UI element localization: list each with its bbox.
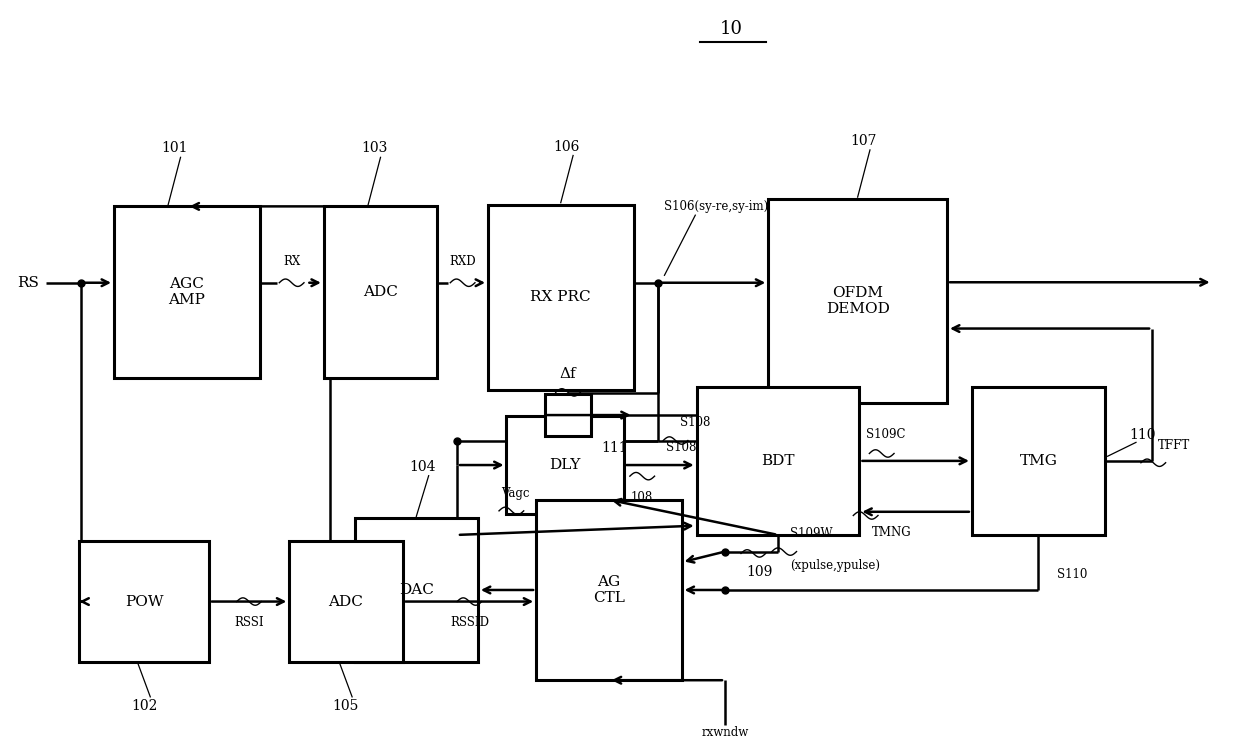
Text: S106(sy-re,sy-im): S106(sy-re,sy-im) [665,201,769,213]
Text: S110: S110 [1056,568,1087,580]
Text: 104: 104 [409,460,435,474]
FancyBboxPatch shape [355,518,479,662]
Text: RS: RS [17,276,40,289]
Text: S109C: S109C [866,427,905,441]
Text: TMG: TMG [1019,454,1058,468]
Text: TFFT: TFFT [1158,439,1190,451]
Text: 108: 108 [631,491,653,504]
FancyBboxPatch shape [79,542,208,662]
Text: RX PRC: RX PRC [531,290,591,304]
Text: 103: 103 [361,142,388,155]
Text: RXD: RXD [449,255,476,268]
Text: Vagc: Vagc [501,486,529,500]
FancyBboxPatch shape [487,204,634,389]
Text: rxwndw: rxwndw [702,727,749,739]
Text: 106: 106 [554,140,580,154]
Text: S108: S108 [666,441,697,454]
Text: 111: 111 [601,442,629,455]
Text: 101: 101 [161,142,187,155]
FancyBboxPatch shape [768,199,947,403]
FancyBboxPatch shape [536,500,682,680]
Text: DLY: DLY [549,458,580,472]
Text: RX: RX [283,255,300,268]
FancyBboxPatch shape [697,387,859,535]
FancyBboxPatch shape [506,416,624,514]
Text: 110: 110 [1128,428,1156,442]
Text: S109W: S109W [790,527,833,540]
Text: S108: S108 [681,416,711,430]
Text: 10: 10 [719,20,743,38]
FancyBboxPatch shape [114,207,259,377]
Text: RSSID: RSSID [450,616,489,630]
Text: (xpulse,ypulse): (xpulse,ypulse) [790,559,880,572]
Text: 102: 102 [131,699,157,712]
Text: Δf: Δf [559,367,577,381]
Text: AG
CTL: AG CTL [593,575,625,605]
Text: 109: 109 [746,565,773,579]
Text: TMNG: TMNG [872,526,911,539]
Text: OFDM
DEMOD: OFDM DEMOD [826,286,889,316]
FancyBboxPatch shape [544,394,591,436]
Text: AGC
AMP: AGC AMP [169,277,205,307]
FancyBboxPatch shape [324,207,438,377]
Text: 105: 105 [332,699,360,712]
Text: ADC: ADC [329,595,363,609]
Text: 107: 107 [851,134,877,148]
Text: ADC: ADC [363,285,398,299]
Text: RSSI: RSSI [234,616,264,630]
Text: DAC: DAC [399,583,434,597]
FancyBboxPatch shape [289,542,403,662]
FancyBboxPatch shape [972,387,1105,535]
Text: BDT: BDT [761,454,795,468]
Text: POW: POW [125,595,164,609]
